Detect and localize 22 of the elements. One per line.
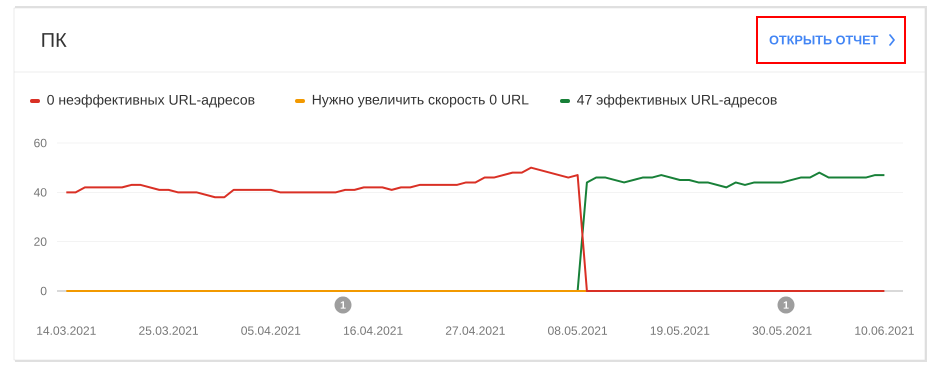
x-tick-label: 14.03.2021 — [37, 326, 96, 335]
line-series — [576, 172, 886, 292]
x-tick-label: 27.04.2021 — [446, 326, 505, 335]
legend-label: 47 эффективных URL-адресов — [577, 94, 777, 108]
line-series — [65, 166, 886, 292]
y-tick-label: 40 — [34, 188, 46, 197]
x-tick-label: 19.05.2021 — [650, 326, 710, 335]
y-tick-label: 60 — [34, 138, 46, 148]
legend-label: Нужно увеличить скорость 0 URL — [312, 94, 528, 108]
legend-label: 0 неэффективных URL-адресов — [47, 94, 254, 108]
x-tick-label: 05.04.2021 — [241, 326, 300, 335]
text: ОТКРЫТЬ ОТЧЕТ — [770, 36, 878, 44]
x-tick-label: 25.03.2021 — [139, 326, 198, 335]
y-tick-label: 0 — [40, 286, 46, 296]
x-tick-label: 08.05.2021 — [548, 326, 608, 335]
x-tick-label: 16.04.2021 — [344, 326, 403, 335]
x-tick-label: 10.06.2021 — [855, 326, 914, 335]
text: 1 — [340, 301, 346, 309]
x-tick-label: 30.05.2021 — [752, 326, 812, 335]
y-tick-label: 20 — [34, 237, 46, 246]
text: 1 — [784, 301, 789, 309]
chart-title: ПК — [42, 33, 67, 47]
